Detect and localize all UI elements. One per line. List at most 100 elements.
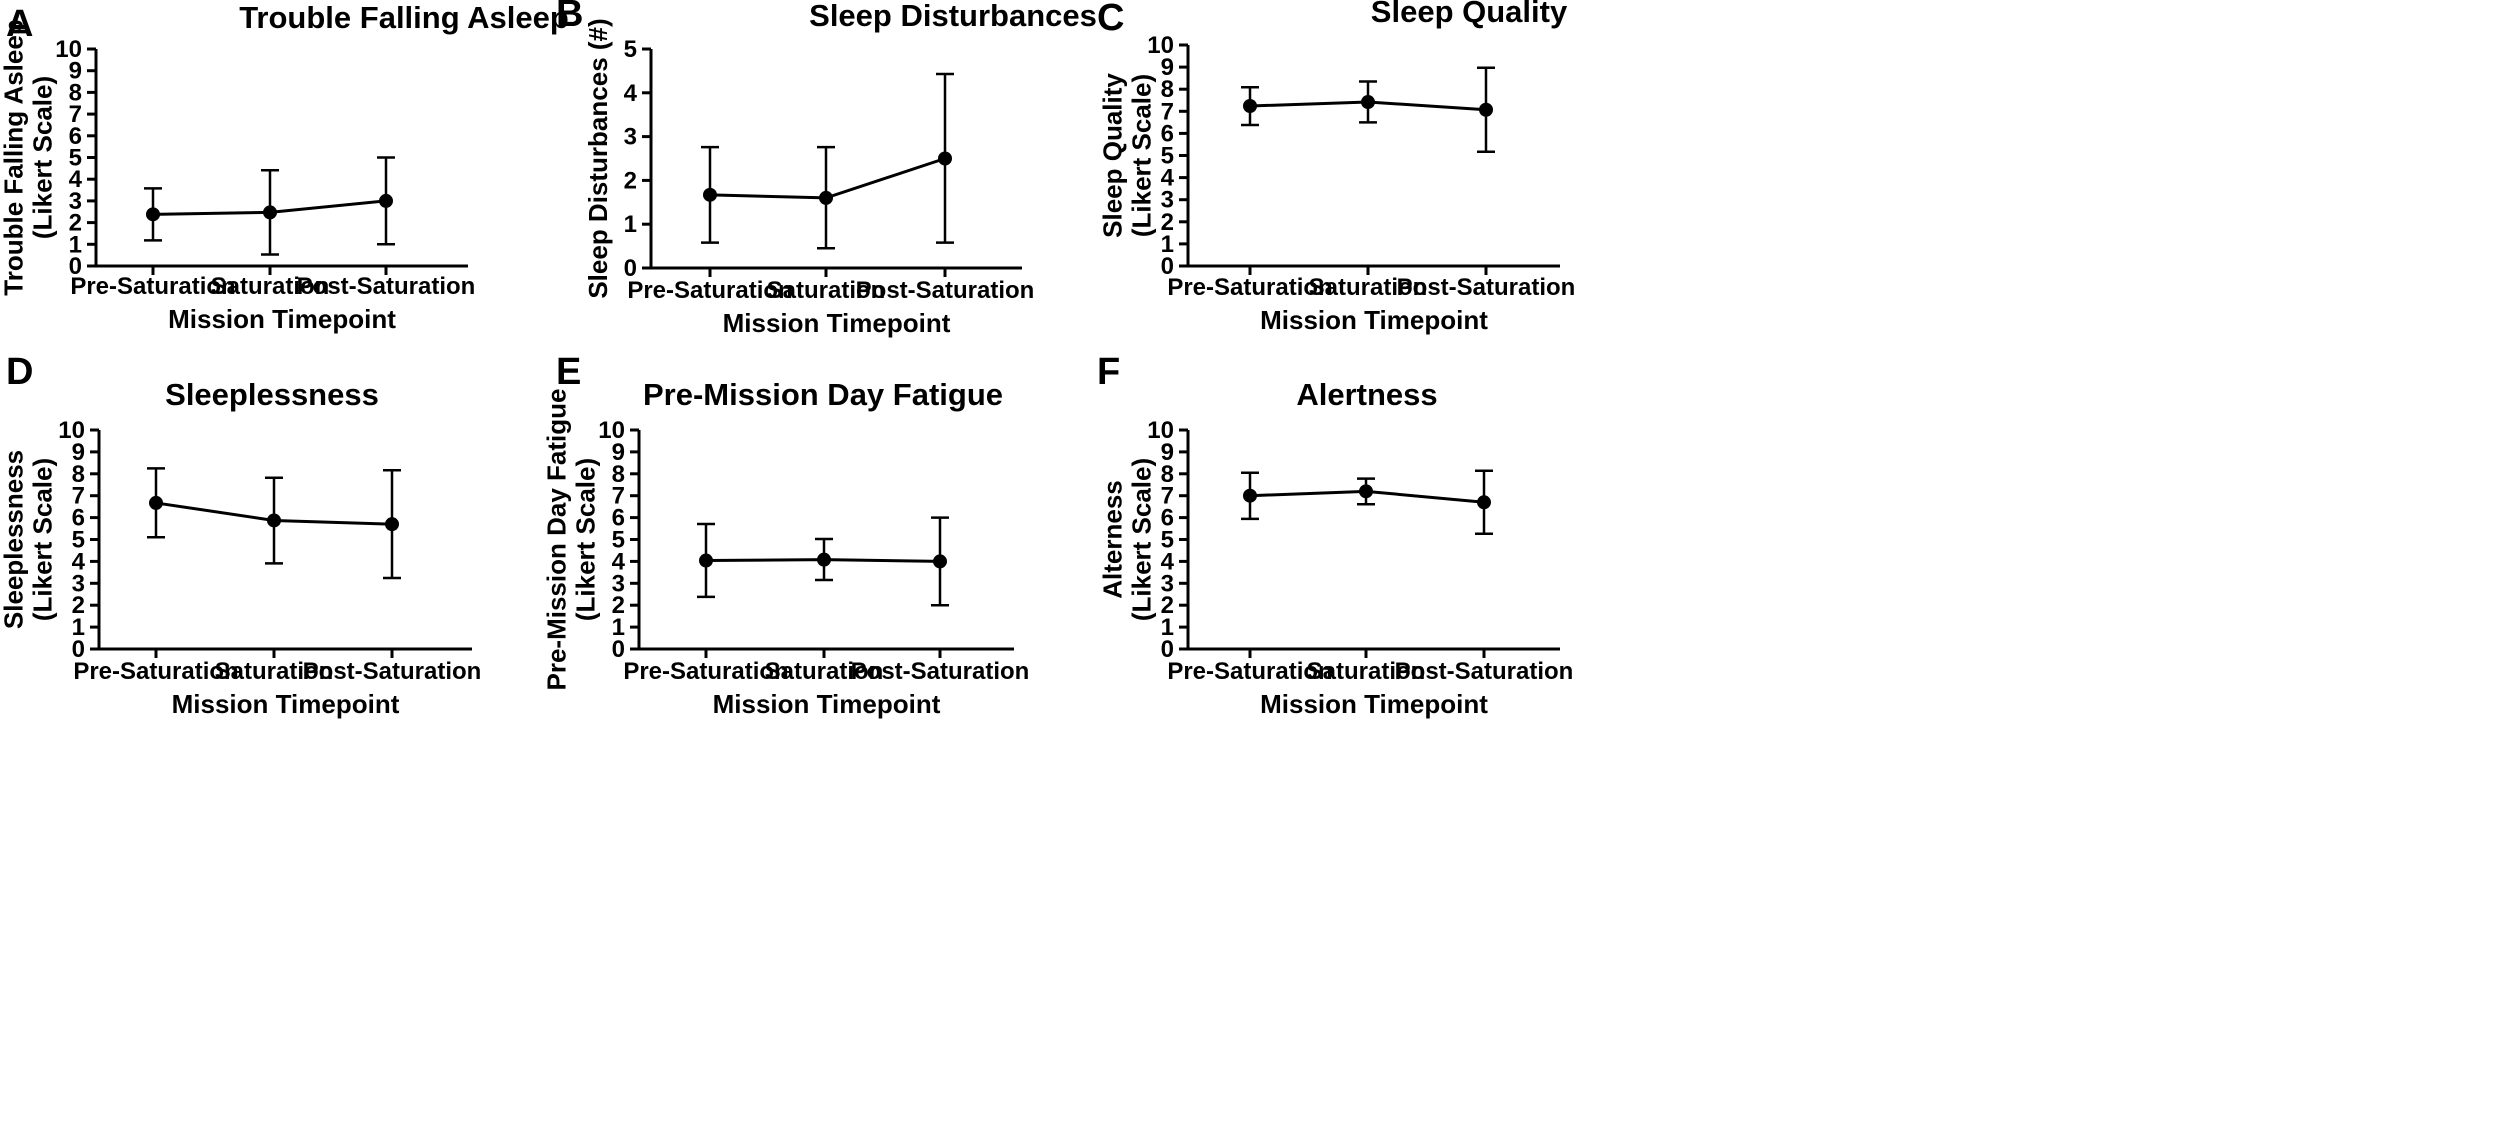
y-tick-label: 8 xyxy=(69,79,82,106)
y-tick-label: 2 xyxy=(1161,209,1174,236)
x-axis-label: Mission Timepoint xyxy=(713,689,941,719)
x-tick-label: Pre-Saturation xyxy=(1167,658,1332,685)
y-tick-label: 6 xyxy=(72,505,85,532)
data-point xyxy=(819,190,833,205)
y-tick-label: 1 xyxy=(1161,231,1174,258)
y-tick-label: 0 xyxy=(624,255,637,282)
y-tick-label: 7 xyxy=(1161,483,1174,510)
data-point xyxy=(267,513,281,528)
x-tick-label: Saturation xyxy=(767,277,886,304)
panel-letter: B xyxy=(556,0,583,35)
x-tick-label: Saturation xyxy=(215,658,334,685)
y-tick-label: 3 xyxy=(612,570,625,597)
x-tick-label: Pre-Saturation xyxy=(623,658,788,685)
y-axis-label-line: (Likert Scale) xyxy=(1127,74,1157,237)
y-tick-label: 0 xyxy=(1161,636,1174,663)
y-axis-label-line: Pre-Mission Day Fatigue xyxy=(542,389,572,691)
x-axis-label: Mission Timepoint xyxy=(168,304,396,334)
data-point xyxy=(1361,95,1375,110)
y-tick-label: 2 xyxy=(612,592,625,619)
x-tick-label: Pre-Saturation xyxy=(73,658,238,685)
panel-letter: E xyxy=(556,351,581,393)
data-point xyxy=(817,552,831,567)
x-tick-label: Post-Saturation xyxy=(856,277,1035,304)
y-tick-label: 8 xyxy=(1161,461,1174,488)
x-axis-label: Mission Timepoint xyxy=(1260,305,1488,335)
y-tick-label: 4 xyxy=(1161,165,1175,192)
y-tick-label: 0 xyxy=(69,253,82,280)
x-tick-label: Post-Saturation xyxy=(297,273,476,300)
y-tick-label: 4 xyxy=(612,548,626,575)
y-tick-label: 9 xyxy=(1161,54,1174,81)
panel-letter: D xyxy=(6,351,33,393)
data-point xyxy=(703,187,717,202)
data-point xyxy=(1243,98,1257,113)
y-tick-label: 9 xyxy=(69,58,82,85)
y-tick-label: 10 xyxy=(55,36,82,63)
y-axis-label-line: (Likert Scale) xyxy=(571,458,601,621)
y-tick-label: 3 xyxy=(624,124,637,151)
y-axis-label-line: Sleeplessness xyxy=(0,450,29,629)
data-point xyxy=(263,205,277,220)
y-axis-label-line: (Likert Scale) xyxy=(1127,458,1157,621)
y-tick-label: 6 xyxy=(1161,120,1174,147)
y-axis-label-line: Sleep Disturbances (#) xyxy=(583,18,613,298)
panel-letter: F xyxy=(1097,351,1120,393)
y-tick-label: 0 xyxy=(1161,253,1174,280)
y-tick-label: 3 xyxy=(72,570,85,597)
data-point xyxy=(385,517,399,532)
x-tick-label: Post-Saturation xyxy=(1395,658,1574,685)
y-tick-label: 1 xyxy=(612,614,625,641)
data-point xyxy=(1359,484,1373,499)
y-tick-label: 5 xyxy=(69,145,82,172)
data-point xyxy=(933,554,947,569)
y-tick-label: 6 xyxy=(612,505,625,532)
x-tick-label: Post-Saturation xyxy=(303,658,482,685)
data-point xyxy=(1243,488,1257,503)
x-axis-label: Mission Timepoint xyxy=(172,689,400,719)
y-axis-label: Sleeplessness (Likert Scale) xyxy=(0,450,58,629)
y-tick-label: 10 xyxy=(1147,417,1174,444)
y-tick-label: 4 xyxy=(69,166,83,193)
chart-title: Alertness xyxy=(1296,377,1437,412)
x-tick-label: Saturation xyxy=(211,273,330,300)
y-tick-label: 9 xyxy=(72,439,85,466)
y-tick-label: 1 xyxy=(69,231,82,258)
y-axis-label: Alterness (Likert Scale) xyxy=(1098,458,1157,621)
y-tick-label: 0 xyxy=(72,636,85,663)
x-tick-label: Pre-Saturation xyxy=(627,277,792,304)
y-tick-label: 5 xyxy=(1161,143,1174,170)
y-tick-label: 5 xyxy=(612,527,625,554)
y-axis-label: Pre-Mission Day Fatigue (Likert Scale) xyxy=(542,389,601,691)
y-tick-label: 5 xyxy=(72,527,85,554)
chart-title: Sleep Disturbances xyxy=(809,0,1097,33)
x-tick-label: Saturation xyxy=(1309,274,1428,301)
x-axis-label: Mission Timepoint xyxy=(1260,689,1488,719)
y-tick-label: 10 xyxy=(1147,32,1174,59)
y-tick-label: 7 xyxy=(1161,98,1174,125)
y-tick-label: 3 xyxy=(1161,570,1174,597)
x-tick-label: Saturation xyxy=(1307,658,1426,685)
y-axis-label: Sleep Disturbances (#) xyxy=(583,18,613,298)
x-tick-label: Saturation xyxy=(765,658,884,685)
y-tick-label: 5 xyxy=(1161,527,1174,554)
panel-a: A Trouble Falling Asleep012345678910Pre-S… xyxy=(0,0,569,334)
y-tick-label: 3 xyxy=(1161,187,1174,214)
y-tick-label: 2 xyxy=(69,210,82,237)
y-tick-label: 9 xyxy=(612,439,625,466)
y-tick-label: 4 xyxy=(1161,548,1175,575)
y-tick-label: 8 xyxy=(612,461,625,488)
data-point xyxy=(1479,102,1493,117)
y-tick-label: 8 xyxy=(1161,76,1174,103)
y-tick-label: 0 xyxy=(612,636,625,663)
y-tick-label: 6 xyxy=(69,123,82,150)
y-tick-label: 4 xyxy=(624,80,638,107)
panel-letter: A xyxy=(6,3,33,45)
data-point xyxy=(699,553,713,568)
y-tick-label: 2 xyxy=(1161,592,1174,619)
data-point xyxy=(1477,495,1491,510)
y-tick-label: 2 xyxy=(624,167,637,194)
data-point xyxy=(149,495,163,510)
